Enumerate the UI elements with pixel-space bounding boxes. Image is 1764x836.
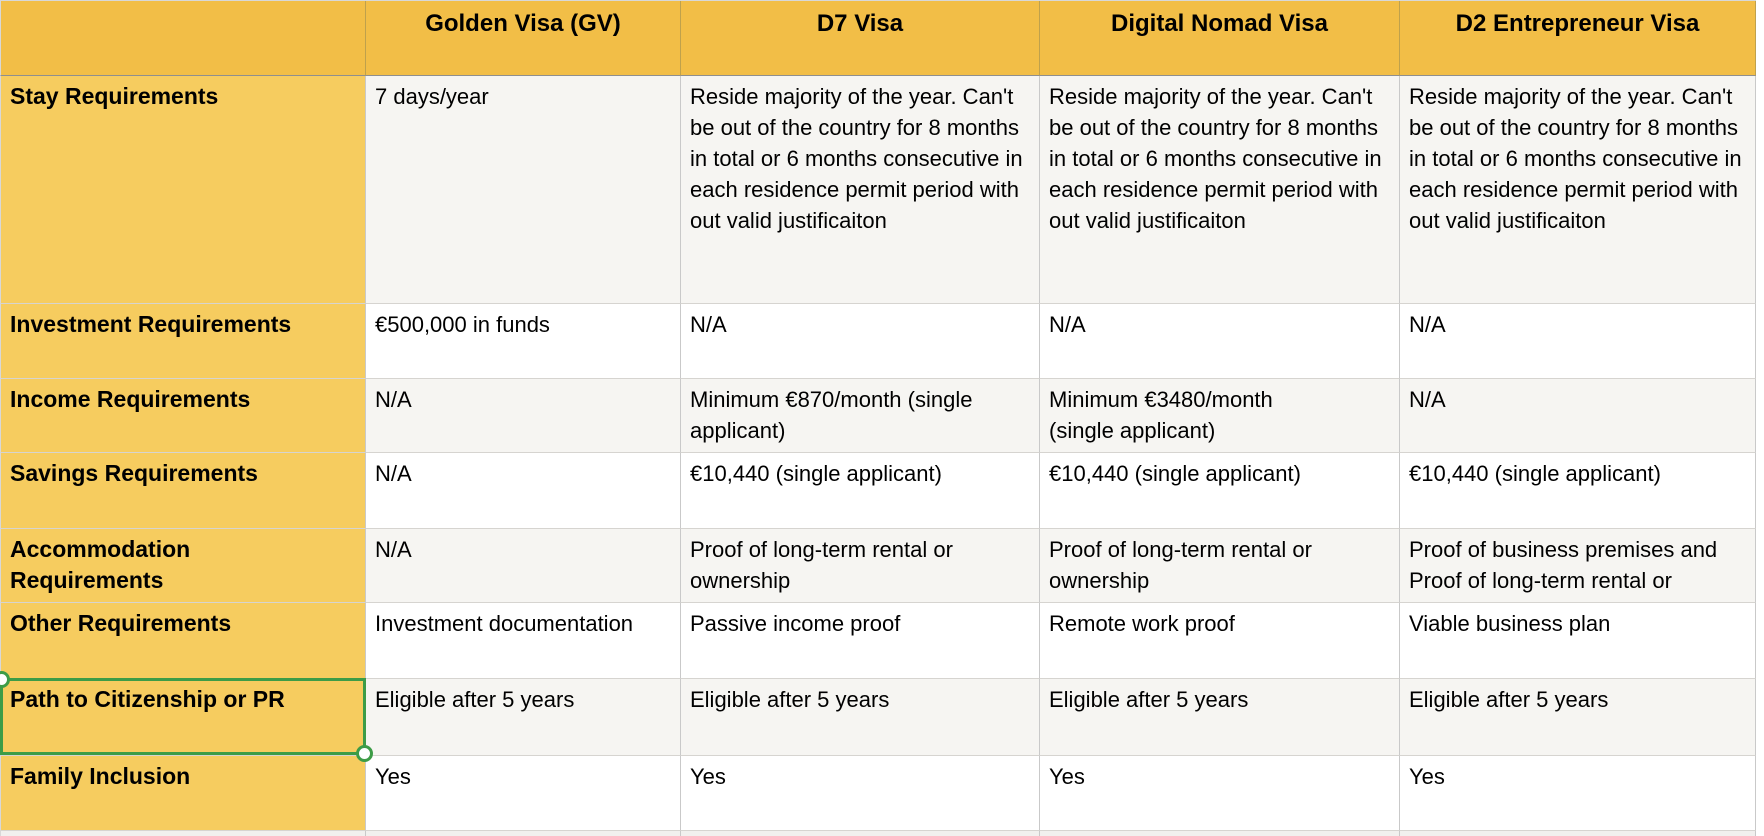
cell-path-d2-entrepreneur[interactable]: Eligible after 5 years <box>1400 679 1756 756</box>
column-header-d2-entrepreneur-visa[interactable]: D2 Entrepreneur Visa <box>1400 1 1756 76</box>
cell-other-d7-visa[interactable]: Passive income proof <box>681 603 1040 679</box>
cell-family-d7-visa[interactable]: Yes <box>681 756 1040 831</box>
partial-row-cell[interactable] <box>681 831 1040 836</box>
cell-accommodation-d2-entrepreneur[interactable]: Proof of business premises and Proof of … <box>1400 529 1756 603</box>
row-label-stay-requirements[interactable]: Stay Requirements <box>0 76 366 304</box>
column-header-golden-visa[interactable]: Golden Visa (GV) <box>366 1 681 76</box>
column-header-d7-visa[interactable]: D7 Visa <box>681 1 1040 76</box>
row-label-family-inclusion[interactable]: Family Inclusion <box>0 756 366 831</box>
cell-family-digital-nomad[interactable]: Yes <box>1040 756 1400 831</box>
cell-stay-digital-nomad[interactable]: Reside majority of the year. Can't be ou… <box>1040 76 1400 304</box>
cell-savings-d2-entrepreneur[interactable]: €10,440 (single applicant) <box>1400 453 1756 529</box>
cell-other-d2-entrepreneur[interactable]: Viable business plan <box>1400 603 1756 679</box>
cell-accommodation-d7-visa[interactable]: Proof of long-term rental or ownership <box>681 529 1040 603</box>
cell-income-d2-entrepreneur[interactable]: N/A <box>1400 379 1756 453</box>
row-label-income-requirements[interactable]: Income Requirements <box>0 379 366 453</box>
cell-stay-golden-visa[interactable]: 7 days/year <box>366 76 681 304</box>
cell-path-golden-visa[interactable]: Eligible after 5 years <box>366 679 681 756</box>
cell-path-digital-nomad[interactable]: Eligible after 5 years <box>1040 679 1400 756</box>
cell-investment-d2-entrepreneur[interactable]: N/A <box>1400 304 1756 379</box>
partial-row-cell[interactable] <box>1400 831 1756 836</box>
row-label-other-requirements[interactable]: Other Requirements <box>0 603 366 679</box>
partial-row-cell[interactable] <box>1040 831 1400 836</box>
cell-accommodation-golden-visa[interactable]: N/A <box>366 529 681 603</box>
cell-savings-d7-visa[interactable]: €10,440 (single applicant) <box>681 453 1040 529</box>
row-label-path-to-citizenship[interactable]: Path to Citizenship or PR <box>0 679 366 756</box>
cell-investment-digital-nomad[interactable]: N/A <box>1040 304 1400 379</box>
cell-savings-golden-visa[interactable]: N/A <box>366 453 681 529</box>
cell-path-d7-visa[interactable]: Eligible after 5 years <box>681 679 1040 756</box>
column-header-digital-nomad-visa[interactable]: Digital Nomad Visa <box>1040 1 1400 76</box>
row-label-savings-requirements[interactable]: Savings Requirements <box>0 453 366 529</box>
header-corner-cell[interactable] <box>0 1 366 76</box>
cell-investment-d7-visa[interactable]: N/A <box>681 304 1040 379</box>
cell-other-digital-nomad[interactable]: Remote work proof <box>1040 603 1400 679</box>
cell-stay-d2-entrepreneur[interactable]: Reside majority of the year. Can't be ou… <box>1400 76 1756 304</box>
row-label-accommodation-requirements[interactable]: Accommodation Requirements <box>0 529 366 603</box>
partial-row-cell[interactable] <box>0 831 366 836</box>
partial-row-cell[interactable] <box>366 831 681 836</box>
cell-family-golden-visa[interactable]: Yes <box>366 756 681 831</box>
cell-family-d2-entrepreneur[interactable]: Yes <box>1400 756 1756 831</box>
selection-handle-bottom-right[interactable] <box>356 745 373 762</box>
cell-income-golden-visa[interactable]: N/A <box>366 379 681 453</box>
cell-savings-digital-nomad[interactable]: €10,440 (single applicant) <box>1040 453 1400 529</box>
cell-accommodation-digital-nomad[interactable]: Proof of long-term rental or ownership <box>1040 529 1400 603</box>
cell-other-golden-visa[interactable]: Investment documentation <box>366 603 681 679</box>
cell-stay-d7-visa[interactable]: Reside majority of the year. Can't be ou… <box>681 76 1040 304</box>
cell-selection-outline[interactable] <box>0 671 373 762</box>
row-label-investment-requirements[interactable]: Investment Requirements <box>0 304 366 379</box>
cell-income-d7-visa[interactable]: Minimum €870/month (single applicant) <box>681 379 1040 453</box>
cell-income-digital-nomad[interactable]: Minimum €3480/month (single applicant) <box>1040 379 1400 453</box>
cell-investment-golden-visa[interactable]: €500,000 in funds <box>366 304 681 379</box>
selection-handle-top-left[interactable] <box>0 671 10 688</box>
